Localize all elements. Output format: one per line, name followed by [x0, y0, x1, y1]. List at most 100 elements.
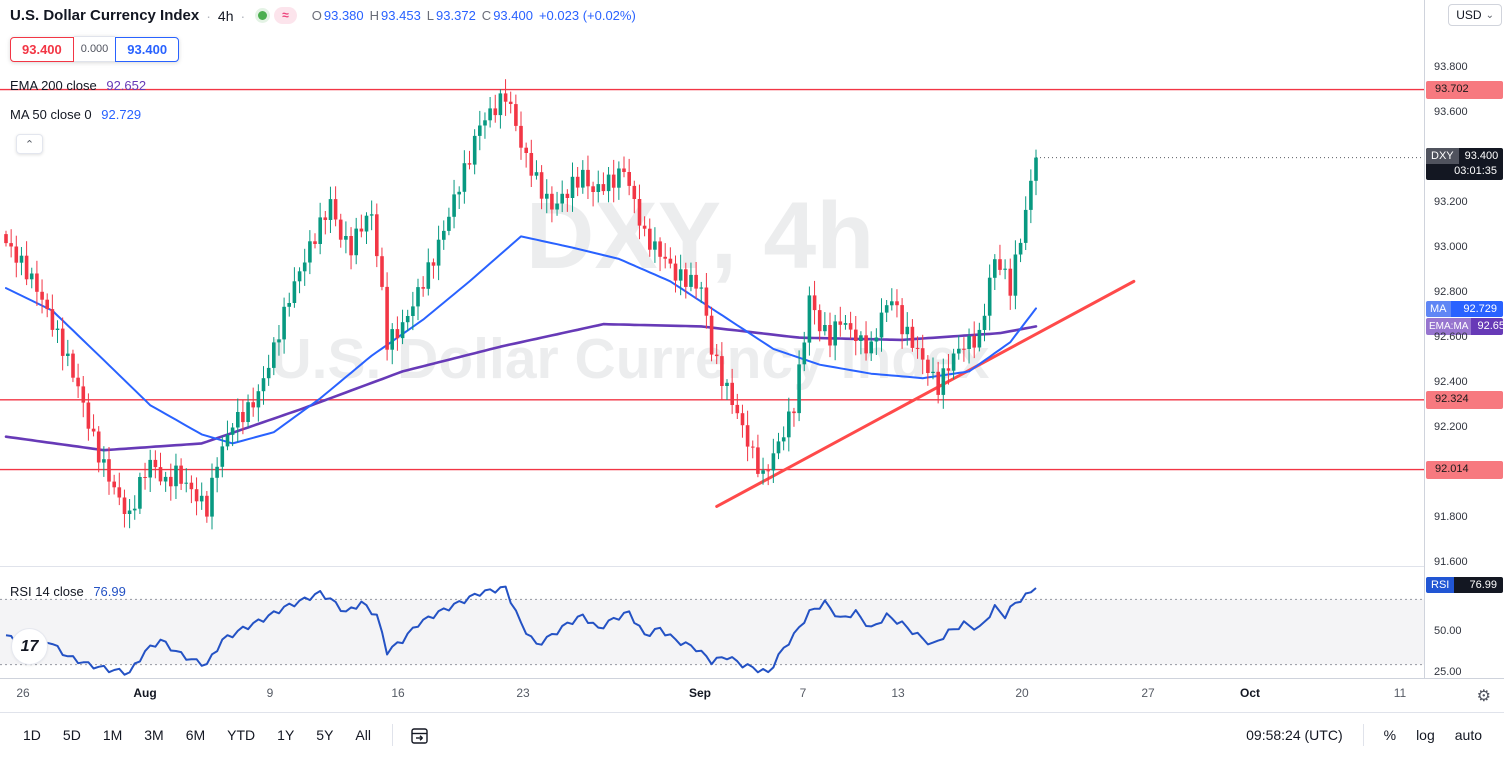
- symbol-badge-label: DXY: [1426, 148, 1459, 164]
- range-button-5d[interactable]: 5D: [52, 721, 92, 749]
- clock-utc-button[interactable]: 09:58:24 (UTC): [1236, 721, 1352, 749]
- spread-value: 0.000: [73, 36, 116, 62]
- ma-badge-label: MA: [1426, 301, 1451, 317]
- rsi-line[interactable]: [5, 585, 1037, 676]
- time-tick-label: 11: [1393, 686, 1407, 700]
- price-tick-label: 93.200: [1434, 195, 1468, 208]
- rsi-badge-value: 76.99: [1454, 577, 1503, 593]
- ma-price-badge: MA 92.729: [1426, 301, 1503, 317]
- time-tick-label: Aug: [133, 686, 157, 700]
- symbol-title[interactable]: U.S. Dollar Currency Index: [10, 7, 200, 24]
- watermark-title: U.S. Dollar Currency Index: [270, 327, 989, 391]
- open-value: 93.380: [323, 8, 364, 23]
- tradingview-logo-glyph: 17: [20, 637, 39, 655]
- toolbar-divider: [391, 724, 393, 746]
- price-chart-canvas[interactable]: DXY, 4h U.S. Dollar Currency Index: [0, 0, 1424, 678]
- level-price-badge: 92.324: [1426, 390, 1503, 409]
- time-tick-label: 27: [1141, 686, 1155, 700]
- range-button-6m[interactable]: 6M: [175, 721, 216, 749]
- ma50-line[interactable]: [5, 235, 1037, 445]
- tradingview-logo[interactable]: 17: [12, 629, 47, 664]
- time-tick-label: 26: [16, 686, 30, 700]
- time-tick-label: 7: [799, 686, 807, 700]
- ma-legend[interactable]: MA 50 close 0 92.729: [10, 107, 141, 122]
- last-price-badge: DXY 93.400 03:01:35: [1426, 148, 1503, 180]
- range-button-1d[interactable]: 1D: [12, 721, 52, 749]
- price-tick-label: 93.000: [1434, 240, 1468, 253]
- price-tick-label: 93.600: [1434, 105, 1468, 118]
- date-range-buttons: 1D 5D 1M 3M 6M YTD 1Y 5Y All: [12, 721, 382, 749]
- calendar-icon: [411, 727, 428, 744]
- range-button-ytd[interactable]: YTD: [216, 721, 266, 749]
- delayed-data-icon[interactable]: ≈: [274, 7, 297, 24]
- range-button-1m[interactable]: 1M: [92, 721, 133, 749]
- sell-button[interactable]: 93.400: [10, 36, 74, 62]
- symbol-legend: U.S. Dollar Currency Index · 4h · ≈ O 93…: [10, 7, 636, 24]
- rsi-badge-label: RSI: [1426, 577, 1455, 593]
- auto-scale-button[interactable]: auto: [1445, 721, 1492, 749]
- rsi-value-badge: RSI 76.99: [1426, 577, 1503, 593]
- gear-icon[interactable]: ⚙: [1476, 687, 1491, 705]
- high-label: H: [369, 8, 380, 23]
- axis-corner: ⚙: [1424, 678, 1504, 712]
- ema-legend[interactable]: EMA 200 close 92.652: [10, 78, 146, 93]
- percent-scale-button[interactable]: %: [1374, 721, 1406, 749]
- close-value: 93.400: [493, 8, 533, 23]
- rsi-legend-label: RSI 14 close: [10, 584, 84, 599]
- high-value: 93.453: [381, 8, 421, 23]
- watermark-symbol: DXY, 4h: [526, 183, 874, 289]
- ema-price-badge: EMA:MA 92.652: [1426, 318, 1503, 335]
- price-tick-label: 92.800: [1434, 285, 1468, 298]
- time-tick-label: Sep: [688, 686, 712, 700]
- last-price-value: 93.400: [1464, 150, 1499, 162]
- time-tick-label: Oct: [1239, 686, 1261, 700]
- separator-dot: ·: [206, 7, 211, 24]
- buy-button[interactable]: 93.400: [115, 36, 180, 62]
- bottom-toolbar: 1D 5D 1M 3M 6M YTD 1Y 5Y All 09:58:24 (UTC) % lo…: [0, 712, 1504, 757]
- time-axis[interactable]: 26 Aug 9 16 23 Sep 7 13 20 27 Oct 11: [0, 678, 1424, 712]
- ma-legend-label: MA 50 close 0: [10, 107, 92, 122]
- time-tick-label: 9: [266, 686, 274, 700]
- level-price-badge: 92.014: [1426, 460, 1503, 479]
- candles-layer: [4, 79, 1038, 530]
- rsi-legend[interactable]: RSI 14 close 76.99: [10, 584, 126, 599]
- time-tick-label: 16: [391, 686, 405, 700]
- log-scale-button[interactable]: log: [1406, 721, 1445, 749]
- low-label: L: [426, 8, 435, 23]
- collapse-legend-button[interactable]: ⌃: [16, 134, 43, 154]
- range-button-3m[interactable]: 3M: [133, 721, 174, 749]
- ema-badge-value: 92.652: [1471, 318, 1503, 335]
- chevron-down-icon: ⌄: [1485, 9, 1494, 21]
- ohlc-readout: O 93.380 H 93.453 L 93.372 C 93.400 +0.0…: [312, 8, 636, 23]
- ema-legend-label: EMA 200 close: [10, 78, 97, 93]
- currency-label: USD: [1456, 8, 1482, 22]
- trade-panel: 93.400 0.000 93.400: [10, 36, 180, 62]
- currency-selector[interactable]: USD ⌄: [1448, 4, 1502, 26]
- level-price-badge: 93.702: [1426, 80, 1503, 99]
- open-label: O: [311, 8, 322, 23]
- pane-separator[interactable]: [0, 566, 1504, 567]
- price-tick-label: 92.400: [1434, 375, 1468, 388]
- ma-badge-value: 92.729: [1450, 301, 1503, 317]
- range-button-5y[interactable]: 5Y: [305, 721, 344, 749]
- trendline[interactable]: [715, 279, 1136, 508]
- rsi-tick-label: 25.00: [1434, 665, 1462, 678]
- price-tick-label: 91.600: [1434, 555, 1468, 568]
- time-tick-label: 13: [891, 686, 905, 700]
- price-tick-label: 93.800: [1434, 60, 1468, 73]
- price-axis-border: [1424, 0, 1425, 678]
- rsi-band: [0, 599, 1424, 665]
- time-tick-label: 23: [516, 686, 530, 700]
- toolbar-divider: [1362, 724, 1364, 746]
- range-button-1y[interactable]: 1Y: [266, 721, 305, 749]
- range-button-all[interactable]: All: [344, 721, 382, 749]
- price-tick-label: 92.200: [1434, 420, 1468, 433]
- chevron-up-icon: ⌃: [24, 138, 35, 151]
- market-open-status-icon[interactable]: [258, 11, 268, 20]
- chart-pane[interactable]: DXY, 4h U.S. Dollar Currency Index: [0, 0, 1424, 678]
- price-axis[interactable]: DXY 93.400 03:01:35 MA 92.729 EMA:MA 92.…: [1425, 0, 1504, 678]
- go-to-date-button[interactable]: [403, 721, 436, 750]
- interval-label[interactable]: 4h: [217, 7, 234, 24]
- price-tick-label: 91.800: [1434, 510, 1468, 523]
